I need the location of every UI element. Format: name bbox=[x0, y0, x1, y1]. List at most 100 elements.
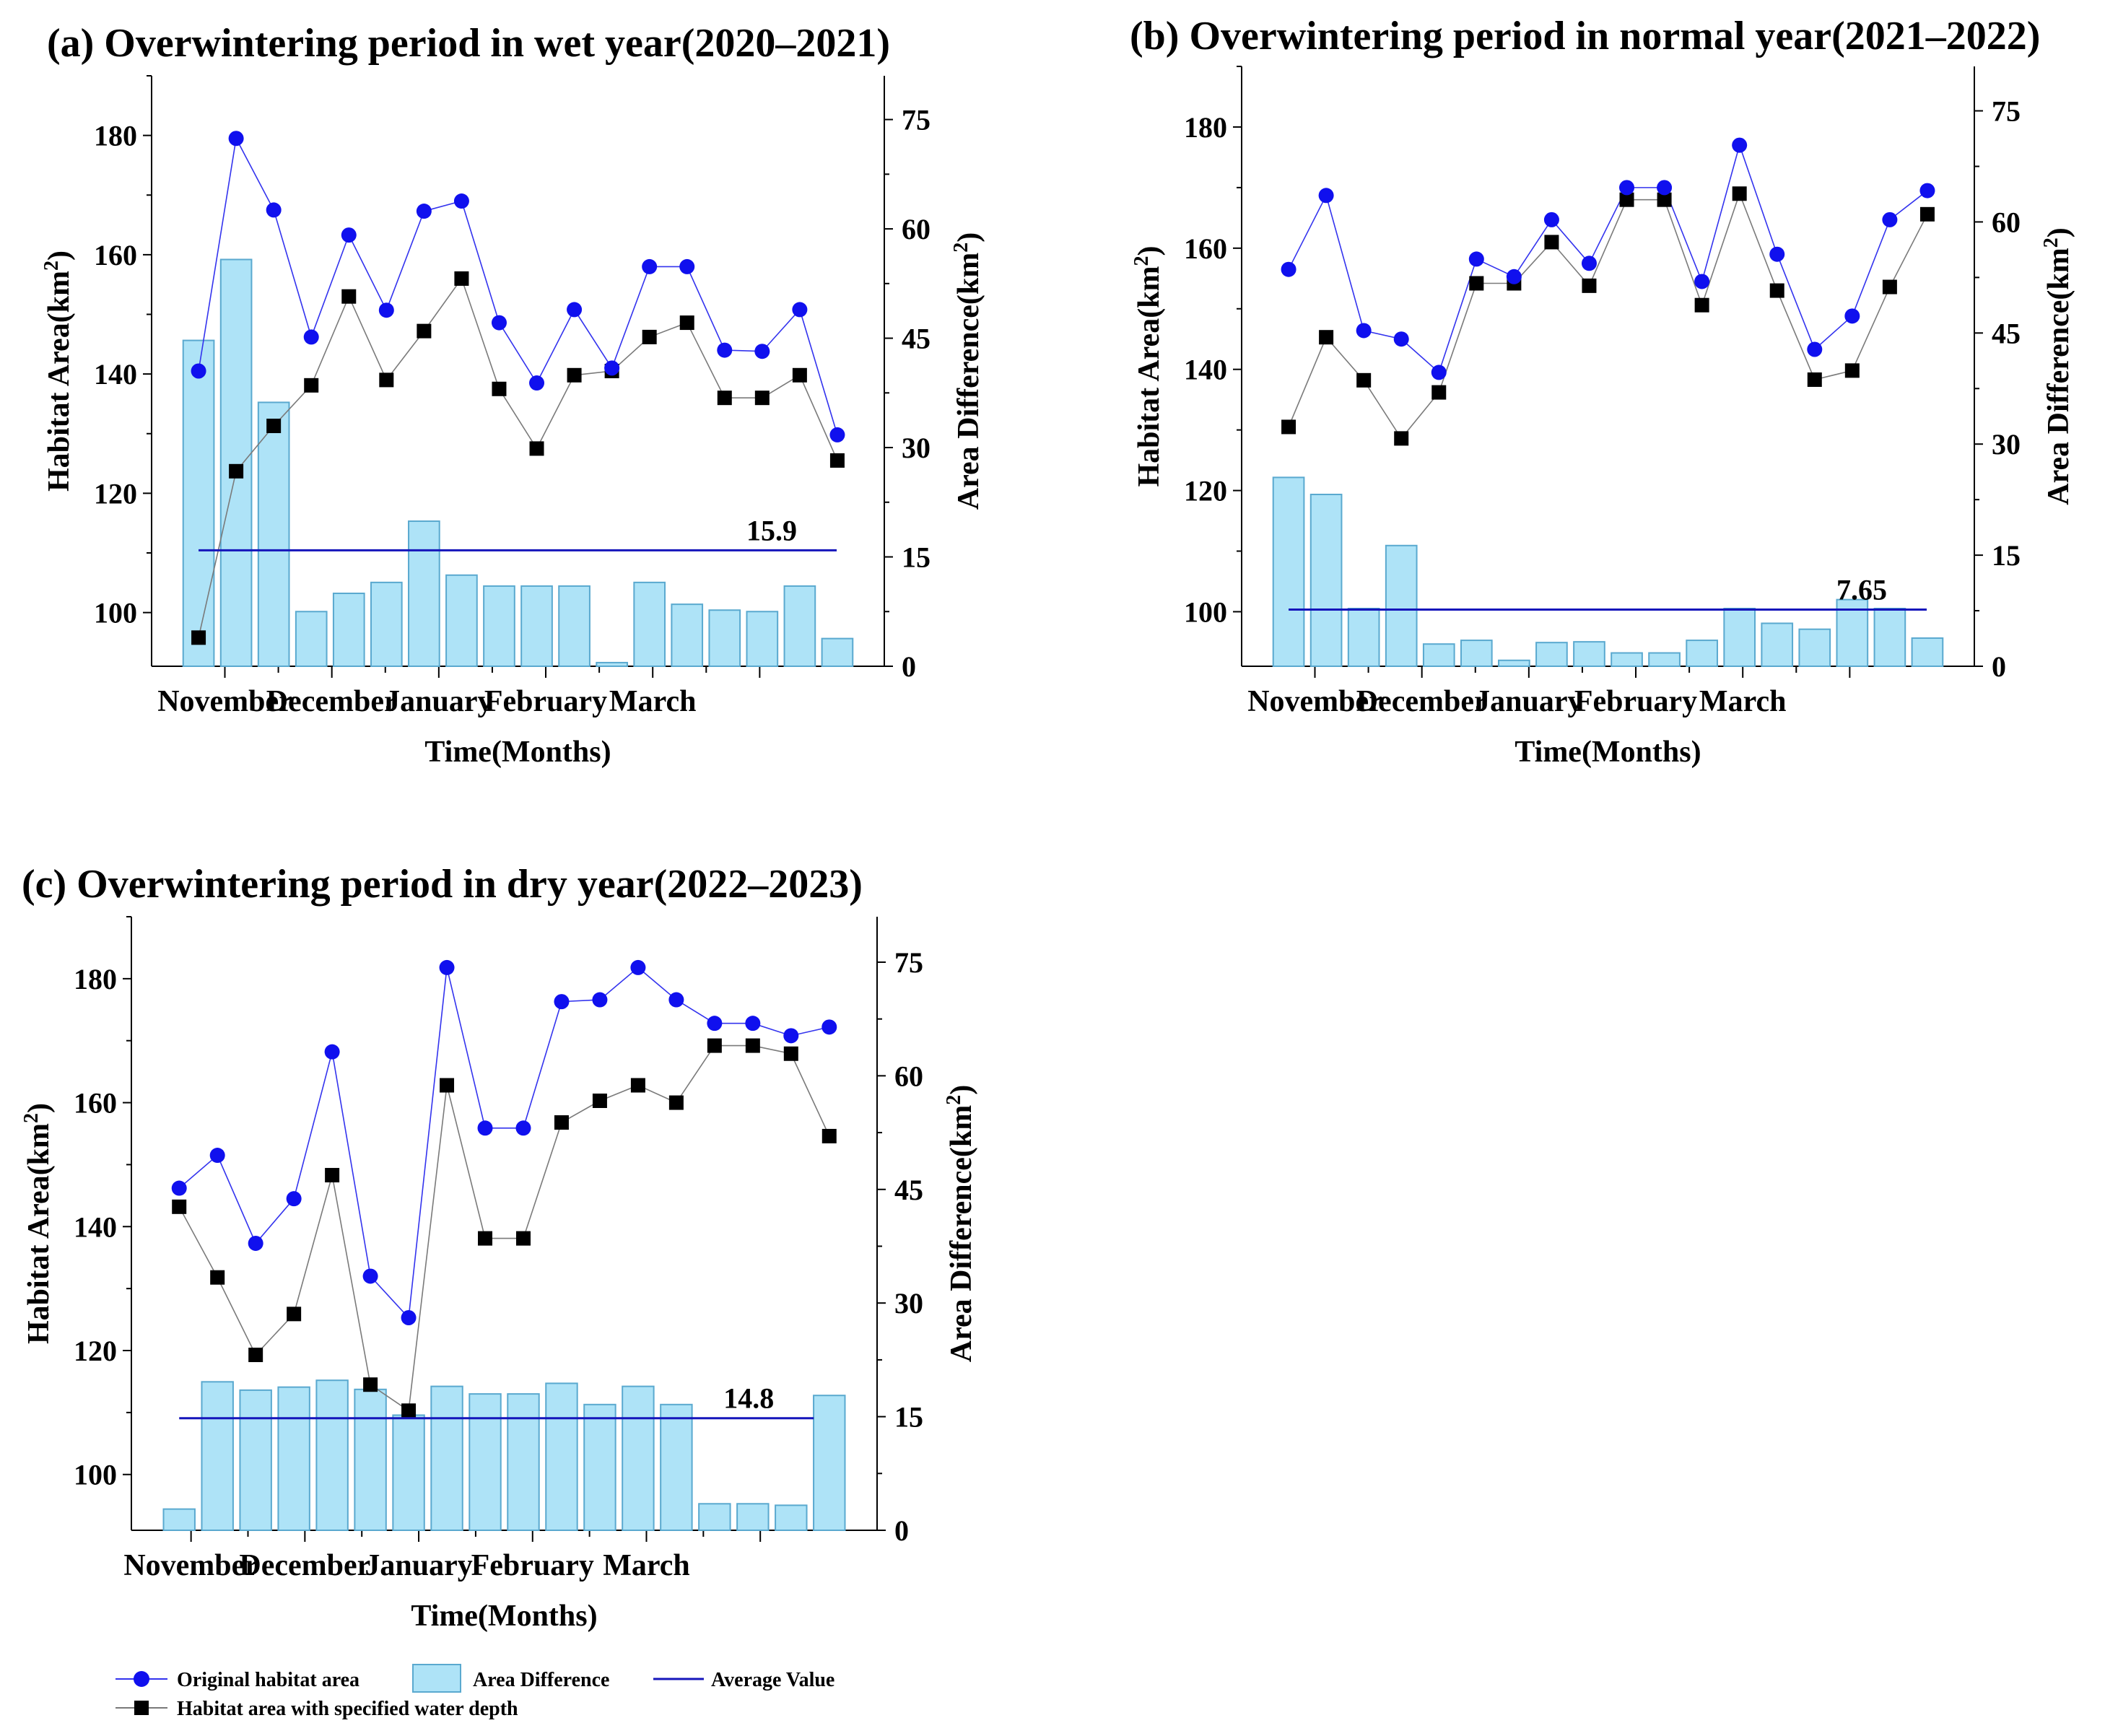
area-difference-bar bbox=[622, 1385, 655, 1532]
x-tick-label: March bbox=[609, 685, 697, 718]
original-area-point bbox=[1657, 180, 1673, 196]
original-area-point bbox=[286, 1191, 302, 1207]
area-difference-bar bbox=[277, 1386, 310, 1531]
original-area-point bbox=[491, 315, 507, 331]
area-difference-bar bbox=[483, 585, 515, 667]
y2-tick-label: 15 bbox=[894, 1401, 923, 1434]
depth-area-point bbox=[325, 1168, 340, 1183]
area-difference-bar bbox=[354, 1388, 387, 1531]
y2-tick-label: 75 bbox=[902, 104, 931, 136]
depth-area-point bbox=[440, 1078, 455, 1093]
y2-tick-label: 0 bbox=[1992, 650, 2006, 683]
depth-area-point bbox=[745, 1038, 760, 1053]
y2-tick-label: 60 bbox=[1992, 206, 2021, 238]
area-difference-bar bbox=[182, 339, 215, 667]
depth-area-point bbox=[363, 1377, 378, 1392]
area-difference-bar bbox=[813, 1395, 846, 1531]
average-value-label: 15.9 bbox=[746, 514, 797, 546]
depth-area-point bbox=[792, 367, 807, 383]
y2-tick-label: 30 bbox=[894, 1287, 923, 1320]
x-axis-title: Time(Months) bbox=[1515, 736, 1701, 769]
depth-area-point bbox=[707, 1038, 722, 1053]
y-tick-label: 140 bbox=[94, 358, 137, 391]
legend-difference-label: Area Difference bbox=[473, 1669, 609, 1691]
depth-area-point bbox=[1619, 192, 1634, 207]
area-difference-bar bbox=[332, 593, 365, 667]
panel-title: (a) Overwintering period in wet year(202… bbox=[47, 21, 890, 66]
original-area-point bbox=[1543, 211, 1559, 227]
y2-axis-title: Area Difference(km2) bbox=[943, 1085, 979, 1362]
area-difference-bar bbox=[671, 603, 704, 668]
y-tick-label: 140 bbox=[74, 1211, 117, 1243]
original-area-point bbox=[821, 1019, 837, 1035]
depth-area-point bbox=[754, 391, 770, 406]
depth-area-point bbox=[567, 367, 582, 383]
area-difference-bar bbox=[1648, 652, 1681, 667]
area-difference-bar bbox=[201, 1381, 234, 1532]
y2-axis-title: Area Difference(km2) bbox=[2040, 227, 2076, 505]
y2-tick-label: 75 bbox=[894, 946, 923, 979]
area-difference-bar bbox=[708, 609, 741, 667]
x-tick-label: January bbox=[1475, 685, 1582, 718]
y2-axis-title-sup: 2 bbox=[943, 1095, 965, 1105]
depth-area-point bbox=[529, 441, 544, 456]
depth-area-point bbox=[341, 289, 357, 304]
y-tick-label: 140 bbox=[1184, 354, 1227, 386]
x-tick-label: February bbox=[1574, 685, 1697, 718]
area-difference-bar bbox=[520, 585, 553, 667]
x-tick-label: March bbox=[1699, 685, 1787, 718]
area-difference-bar bbox=[1611, 652, 1643, 667]
depth-area-point bbox=[379, 372, 394, 388]
y-tick-label: 180 bbox=[1184, 111, 1227, 144]
area-difference-bar bbox=[392, 1414, 425, 1531]
original-area-point bbox=[209, 1148, 225, 1164]
depth-area-point bbox=[1844, 363, 1860, 378]
depth-area-point bbox=[821, 1128, 837, 1143]
original-area-point bbox=[1581, 256, 1597, 271]
original-area-point bbox=[604, 360, 620, 376]
depth-area-point bbox=[1769, 283, 1784, 298]
original-area-point bbox=[1694, 274, 1710, 289]
depth-area-point bbox=[554, 1115, 569, 1130]
depth-area-point bbox=[1732, 186, 1747, 201]
original-area-point bbox=[1619, 180, 1635, 196]
original-area-point bbox=[592, 992, 608, 1008]
original-area-point bbox=[1431, 365, 1447, 380]
area-difference-bar bbox=[1385, 544, 1418, 667]
area-difference-bar bbox=[507, 1393, 540, 1531]
depth-area-line bbox=[178, 1044, 830, 1412]
legend: Original habitat area Area Difference Av… bbox=[116, 1664, 834, 1720]
original-area-point bbox=[1769, 246, 1785, 262]
area-difference-bar bbox=[1272, 476, 1305, 668]
original-area-point bbox=[416, 204, 432, 219]
area-difference-bar bbox=[239, 1389, 272, 1532]
legend-difference-swatch bbox=[412, 1664, 461, 1693]
area-difference-bar bbox=[775, 1504, 808, 1531]
y-axis-title-sup: 2 bbox=[40, 261, 63, 271]
original-area-point bbox=[228, 131, 244, 147]
depth-area-point bbox=[454, 271, 469, 286]
x-tick-label: November bbox=[157, 685, 292, 718]
x-tick-label: February bbox=[471, 1549, 594, 1582]
original-area-point bbox=[1506, 269, 1522, 284]
original-area-point bbox=[630, 959, 646, 975]
original-area-point bbox=[829, 427, 845, 442]
y2-tick-label: 0 bbox=[902, 650, 916, 683]
y-tick-label: 100 bbox=[74, 1459, 117, 1491]
original-area-point bbox=[1919, 183, 1935, 199]
depth-area-point bbox=[492, 381, 507, 396]
y2-tick-label: 45 bbox=[1992, 317, 2021, 349]
original-area-point bbox=[1844, 308, 1860, 324]
area-difference-bar bbox=[583, 1403, 616, 1532]
x-tick-label: November bbox=[1247, 685, 1382, 718]
area-difference-bar bbox=[1723, 607, 1756, 668]
original-area-point bbox=[783, 1028, 799, 1044]
area-difference-bar bbox=[1460, 640, 1493, 667]
depth-area-point bbox=[783, 1046, 798, 1061]
original-area-point bbox=[401, 1310, 417, 1326]
depth-area-point bbox=[304, 378, 319, 393]
depth-area-line bbox=[198, 277, 838, 638]
y-tick-label: 120 bbox=[74, 1335, 117, 1367]
depth-area-point bbox=[679, 315, 694, 331]
depth-area-point bbox=[210, 1270, 225, 1285]
